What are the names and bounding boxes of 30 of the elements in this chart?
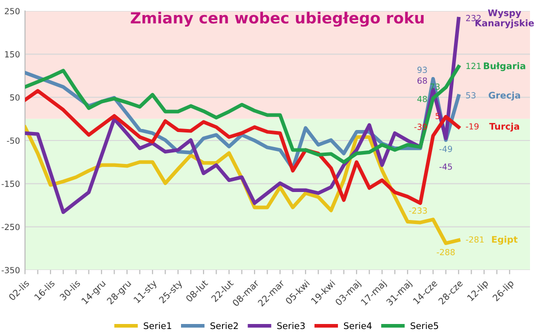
y-tick-label: -350: [2, 266, 20, 274]
data-label: 232: [466, 14, 481, 22]
annotation: Grecja: [488, 92, 520, 100]
y-tick-label: 250: [4, 8, 20, 14]
data-label: -49: [439, 146, 452, 152]
data-label: 93: [417, 66, 427, 73]
data-label: -281: [466, 236, 484, 243]
data-label: 48: [417, 96, 427, 102]
y-tick-label: -50: [6, 137, 20, 144]
data-label: -233: [409, 207, 427, 214]
y-tick-label: 50: [10, 94, 20, 101]
y-tick-label: -150: [2, 180, 20, 187]
data-label: -45: [439, 164, 452, 170]
data-label: -288: [436, 248, 455, 256]
data-label: 53: [466, 92, 476, 98]
legend-label: Serie3: [277, 322, 305, 330]
legend-label: Serie5: [410, 322, 438, 330]
annotation: Turcja: [489, 122, 520, 132]
y-tick-label: -250: [2, 224, 20, 230]
annotation: Bułgaria: [484, 62, 526, 72]
data-label: 121: [466, 62, 481, 69]
data-label: -19: [466, 123, 479, 130]
data-label: 68: [418, 77, 427, 84]
chart-title: Zmiany cen wobec ubiegłego roku: [130, 12, 424, 27]
annotation: Egipt: [492, 236, 518, 245]
legend-label: Serie2: [210, 322, 238, 330]
y-tick-label: 150: [5, 51, 20, 58]
line-series: [25, 89, 460, 205]
legend-label: Serie4: [344, 322, 372, 330]
legend-label: Serie1: [144, 322, 172, 330]
